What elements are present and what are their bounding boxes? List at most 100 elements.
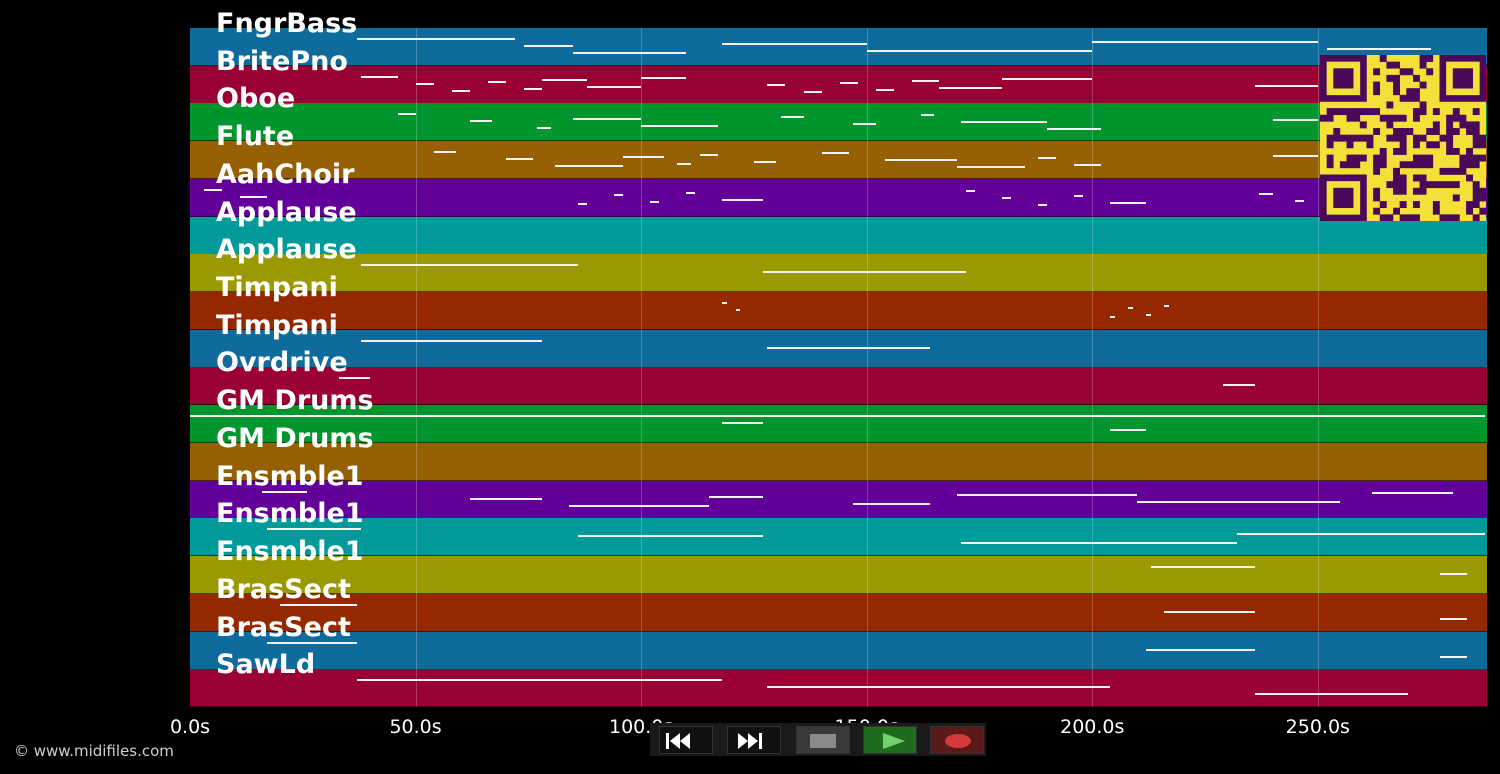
note-segment xyxy=(1128,307,1133,310)
note-segment xyxy=(190,415,1485,418)
note-segment xyxy=(623,156,664,159)
track-lane xyxy=(190,593,1487,632)
note-segment xyxy=(573,52,687,54)
note-segment xyxy=(1038,157,1057,160)
track-lane xyxy=(190,178,1487,217)
note-segment xyxy=(866,50,1093,52)
note-segment xyxy=(884,159,957,162)
time-gridline xyxy=(415,28,417,707)
note-segment xyxy=(577,535,763,538)
note-segment xyxy=(1164,610,1255,613)
track-lane xyxy=(190,103,1487,142)
note-segment xyxy=(577,202,587,205)
track-name-label: GM Drums xyxy=(216,385,374,417)
note-segment xyxy=(1002,77,1093,80)
note-segment xyxy=(641,125,718,128)
time-gridline xyxy=(1317,28,1319,707)
note-segment xyxy=(1146,314,1151,317)
note-segment xyxy=(523,87,542,90)
note-segment xyxy=(361,339,542,342)
track-lane xyxy=(190,329,1487,368)
track-name-label: Flute xyxy=(216,121,295,153)
note-segment xyxy=(586,85,642,88)
track-lane xyxy=(190,480,1487,519)
time-tick-label: 250.0s xyxy=(1285,716,1350,738)
note-segment xyxy=(1439,573,1467,576)
note-segment xyxy=(956,493,1138,496)
note-segment xyxy=(722,302,727,305)
note-segment xyxy=(541,78,587,81)
note-segment xyxy=(699,154,718,157)
time-gridline xyxy=(866,28,868,707)
time-gridline xyxy=(1092,28,1094,707)
note-segment xyxy=(1439,655,1467,658)
note-segment xyxy=(1150,566,1255,569)
note-segment xyxy=(469,497,542,500)
note-segment xyxy=(708,495,763,498)
note-segment xyxy=(1272,119,1318,122)
stop-button[interactable] xyxy=(796,726,850,754)
note-segment xyxy=(767,686,1111,689)
note-segment xyxy=(523,45,574,47)
note-segment xyxy=(780,116,804,119)
note-segment xyxy=(1236,533,1485,536)
track-name-label: Applause xyxy=(216,234,357,266)
track-lane xyxy=(190,28,1487,66)
note-segment xyxy=(537,127,551,130)
record-button[interactable] xyxy=(930,726,984,754)
note-segment xyxy=(762,271,966,274)
play-button[interactable] xyxy=(863,726,917,754)
track-name-label: Oboe xyxy=(216,83,296,115)
note-segment xyxy=(875,88,894,91)
note-segment xyxy=(356,38,515,40)
fast-forward-icon xyxy=(738,733,762,749)
track-lane xyxy=(190,254,1487,293)
note-segment xyxy=(239,195,267,198)
note-segment xyxy=(1326,48,1431,50)
note-segment xyxy=(1047,128,1102,131)
fast-forward-button[interactable] xyxy=(727,726,781,754)
track-name-label: Timpani xyxy=(216,272,338,304)
rewind-button[interactable] xyxy=(659,726,713,754)
note-segment xyxy=(920,114,935,117)
note-segment xyxy=(280,603,357,606)
note-segment xyxy=(1371,491,1454,494)
note-segment xyxy=(911,79,939,82)
note-segment xyxy=(1110,429,1147,432)
note-segment xyxy=(961,121,1048,124)
track-name-label: BrasSect xyxy=(216,611,351,643)
track-lane xyxy=(190,631,1487,670)
note-segment xyxy=(686,191,696,194)
note-segment xyxy=(568,504,709,507)
note-segment xyxy=(361,75,398,78)
note-segment xyxy=(338,377,371,380)
track-lane xyxy=(190,141,1487,180)
note-segment xyxy=(767,346,930,349)
track-lanes-area xyxy=(190,28,1487,708)
track-name-label: BritePno xyxy=(216,45,348,77)
note-segment xyxy=(397,113,416,116)
time-gridline xyxy=(641,28,643,707)
track-name-label: Ensmble1 xyxy=(216,536,364,568)
track-lane xyxy=(190,292,1487,331)
rewind-icon xyxy=(666,733,690,749)
note-segment xyxy=(853,123,876,126)
note-segment xyxy=(722,43,867,45)
track-name-label: Ovrdrive xyxy=(216,347,348,379)
note-segment xyxy=(1110,316,1115,319)
note-segment xyxy=(722,198,763,201)
note-segment xyxy=(1137,500,1341,503)
note-segment xyxy=(1092,41,1318,43)
note-segment xyxy=(573,118,642,121)
track-lane xyxy=(190,556,1487,595)
track-name-label: Ensmble1 xyxy=(216,460,364,492)
note-segment xyxy=(266,641,357,644)
track-name-label: Applause xyxy=(216,196,357,228)
track-lane xyxy=(190,442,1487,481)
playback-controls xyxy=(650,723,986,756)
qr-code[interactable] xyxy=(1320,55,1487,222)
note-segment xyxy=(203,188,222,191)
note-segment xyxy=(1146,648,1255,651)
time-tick-label: 0.0s xyxy=(169,716,211,738)
